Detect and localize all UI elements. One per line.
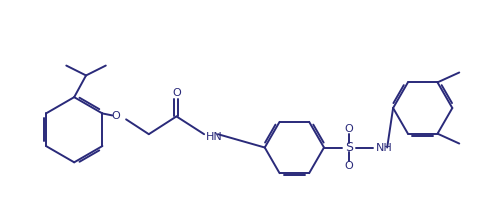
- Text: O: O: [344, 124, 353, 134]
- Text: O: O: [172, 88, 181, 98]
- Text: NH: NH: [376, 143, 393, 152]
- Text: O: O: [344, 161, 353, 171]
- Text: O: O: [112, 111, 121, 121]
- Text: HN: HN: [206, 132, 223, 142]
- Text: S: S: [344, 141, 353, 154]
